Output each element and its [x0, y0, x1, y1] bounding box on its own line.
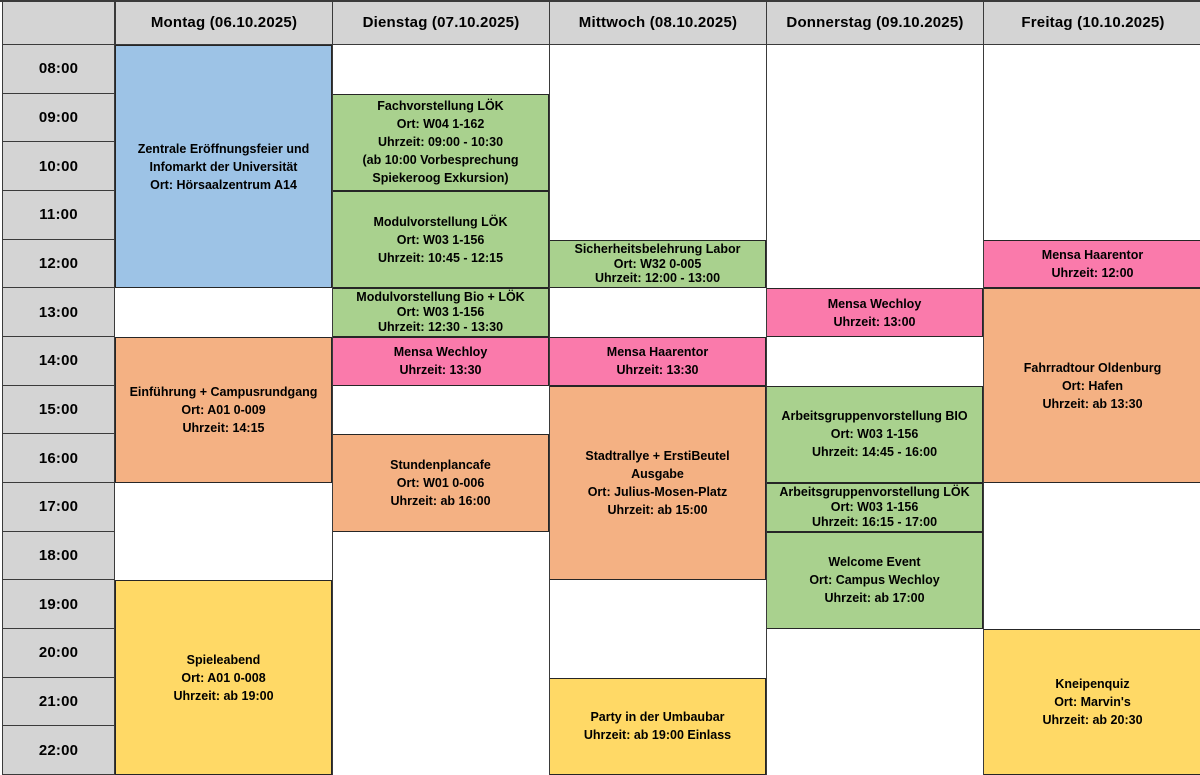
- day-header-4: Freitag (10.10.2025): [983, 0, 1200, 45]
- event-text-line: Ort: Campus Wechloy: [809, 573, 940, 588]
- time-label-1900: 19:00: [3, 580, 114, 629]
- event-mensa-haarentor-freitag: Mensa Haarentor Uhrzeit: 12:00: [983, 239, 1200, 289]
- event-text-line: Uhrzeit: ab 13:30: [1042, 396, 1143, 411]
- day-header-1: Dienstag (07.10.2025): [332, 0, 549, 45]
- event-text-line: Uhrzeit: 16:15 - 17:00: [811, 514, 938, 529]
- event-text-line: Kneipenquiz: [1055, 677, 1130, 691]
- time-label-1300: 13:00: [3, 288, 114, 337]
- event-text-line: Fahrradtour Oldenburg: [1023, 360, 1162, 375]
- time-label-2100: 21:00: [3, 677, 114, 727]
- event-text-line: Uhrzeit: 13:00: [833, 314, 916, 329]
- event-modulvorstellung-bio-loek: Modulvorstellung Bio + LÖK Ort: W03 1-156…: [332, 288, 549, 337]
- event-arbeitsgruppenvorstellung-loek: Arbeitsgruppenvorstellung LÖK Ort: W03 1-…: [766, 483, 983, 532]
- event-text-line: Ort: W03 1-156: [396, 232, 485, 247]
- time-label-1500: 15:00: [3, 385, 114, 435]
- event-modulvorstellung-loek: Modulvorstellung LÖK Ort: W03 1-156 Uhrzei…: [332, 191, 549, 289]
- event-text-line: Arbeitsgruppenvorstellung BIO: [781, 409, 968, 424]
- event-text-line: Uhrzeit: ab 16:00: [390, 493, 491, 508]
- event-party-umbaubar: Party in der Umbaubar Uhrzeit: ab 19:00 E…: [549, 677, 766, 775]
- event-text-line: Ort: Hörsaalzentrum A14: [150, 177, 297, 192]
- event-stundenplancafe: Stundenplancafe Ort: W01 0-006 Uhrzeit: ab…: [332, 434, 549, 532]
- event-sicherheitsbelehrung-labor: Sicherheitsbelehrung Labor Ort: W32 0-005…: [549, 239, 766, 289]
- event-stadtrallye-erstibeutel: Stadtrallye + ErstiBeutel Ausgabe Ort: Jul…: [549, 385, 766, 581]
- event-fahrradtour-oldenburg: Fahrradtour Oldenburg Ort: Hafen Uhrzeit: …: [983, 288, 1200, 483]
- time-column: 08:00 09:00 10:00 11:00 12:00 13:00 14:00 15:00…: [2, 0, 115, 775]
- event-text-line: Ausgabe: [631, 466, 684, 481]
- event-text-line: Ort: Julius-Mosen-Platz: [587, 484, 728, 499]
- event-kneipenquiz: Kneipenquiz Ort: Marvin's Uhrzeit: ab 20:3…: [983, 629, 1200, 775]
- event-text-line: Ort: Hafen: [1061, 378, 1124, 393]
- event-text-line: Ort: W01 0-006: [396, 475, 485, 490]
- time-label-1200: 12:00: [3, 239, 114, 289]
- event-text-line: Mensa Wechloy: [393, 345, 488, 360]
- event-text-line: Uhrzeit: ab 19:00 Einlass: [583, 728, 732, 743]
- event-text-line: Ort: A01 0-008: [181, 670, 266, 685]
- event-text-line: Stundenplancafe: [390, 457, 491, 472]
- event-text-line: Fachvorstellung LÖK: [377, 99, 504, 114]
- event-text-line: Arbeitsgruppenvorstellung LÖK: [779, 485, 970, 499]
- event-text-line: Uhrzeit: 13:30: [399, 363, 482, 378]
- event-text-line: Uhrzeit: 12:00: [1051, 265, 1134, 280]
- event-text-line: Uhrzeit: 12:00 - 13:00: [594, 271, 721, 286]
- event-fachvorstellung-loek: Fachvorstellung LÖK Ort: W04 1-162 Uhrzeit…: [332, 93, 549, 191]
- event-text-line: Stadtrallye + ErstiBeutel: [585, 448, 730, 463]
- time-label-2200: 22:00: [3, 726, 114, 775]
- day-header-0: Montag (06.10.2025): [115, 0, 332, 45]
- event-text-line: (ab 10:00 Vorbesprechung: [362, 153, 519, 168]
- event-text-line: Infomarkt der Universität: [149, 159, 298, 174]
- event-text-line: Spiekeroog Exkursion): [372, 171, 509, 186]
- event-text-line: Welcome Event: [828, 555, 921, 570]
- table-top-border: [0, 0, 1200, 2]
- event-mensa-wechloy-dienstag: Mensa Wechloy Uhrzeit: 13:30: [332, 337, 549, 386]
- event-mensa-wechloy-donnerstag: Mensa Wechloy Uhrzeit: 13:00: [766, 288, 983, 337]
- time-label-2000: 20:00: [3, 628, 114, 678]
- event-mensa-haarentor-mittwoch: Mensa Haarentor Uhrzeit: 13:30: [549, 337, 766, 386]
- event-welcome-event: Welcome Event Ort: Campus Wechloy Uhrzeit:…: [766, 531, 983, 629]
- event-text-line: Zentrale Eröffnungsfeier und: [137, 141, 310, 156]
- time-label-1800: 18:00: [3, 531, 114, 581]
- event-text-line: Uhrzeit: 13:30: [616, 363, 699, 378]
- event-text-line: Uhrzeit: ab 15:00: [607, 502, 708, 517]
- event-text-line: Uhrzeit: ab 19:00: [173, 688, 274, 703]
- event-text-line: Uhrzeit: 10:45 - 12:15: [377, 250, 504, 265]
- event-arbeitsgruppenvorstellung-bio: Arbeitsgruppenvorstellung BIO Ort: W03 1-…: [766, 385, 983, 483]
- event-text-line: Ort: Marvin's: [1054, 695, 1131, 709]
- event-text-line: Ort: W03 1-156: [830, 427, 919, 442]
- day-header-3: Donnerstag (09.10.2025): [766, 0, 983, 45]
- event-text-line: Modulvorstellung LÖK: [373, 214, 508, 229]
- event-text-line: Ort: W32 0-005: [613, 256, 702, 271]
- event-text-line: Ort: W03 1-156: [396, 305, 485, 320]
- event-spieleabend: Spieleabend Ort: A01 0-008 Uhrzeit: ab 19:…: [115, 580, 332, 775]
- event-text-line: Uhrzeit: ab 17:00: [824, 591, 925, 606]
- event-text-line: Uhrzeit: 09:00 - 10:30: [377, 135, 504, 150]
- event-text-line: Modulvorstellung Bio + LÖK: [356, 290, 525, 305]
- event-text-line: Uhrzeit: 14:45 - 16:00: [811, 445, 938, 460]
- time-label-1400: 14:00: [3, 336, 114, 386]
- time-label-1100: 11:00: [3, 190, 114, 240]
- event-text-line: Uhrzeit: 12:30 - 13:30: [377, 320, 504, 335]
- event-text-line: Ort: W03 1-156: [830, 499, 919, 514]
- event-text-line: Uhrzeit: 14:15: [182, 421, 265, 435]
- corner-cell: [3, 0, 114, 45]
- time-label-1600: 16:00: [3, 434, 114, 483]
- time-label-1700: 17:00: [3, 482, 114, 532]
- time-label-0900: 09:00: [3, 93, 114, 143]
- event-text-line: Uhrzeit: ab 20:30: [1042, 713, 1143, 727]
- day-header-2: Mittwoch (08.10.2025): [549, 0, 766, 45]
- event-text-line: Party in der Umbaubar: [590, 710, 725, 725]
- time-label-0800: 08:00: [3, 45, 114, 94]
- event-text-line: Mensa Haarentor: [1041, 247, 1144, 262]
- event-text-line: Ort: A01 0-009: [181, 403, 266, 417]
- event-text-line: Ort: W04 1-162: [396, 117, 485, 132]
- event-text-line: Einführung + Campusrundgang: [129, 385, 318, 399]
- event-text-line: Spieleabend: [186, 652, 261, 667]
- time-label-1000: 10:00: [3, 142, 114, 191]
- event-einfuehrung-campusrundgang: Einführung + Campusrundgang Ort: A01 0-00…: [115, 337, 332, 483]
- event-text-line: Mensa Wechloy: [827, 296, 922, 311]
- event-text-line: Mensa Haarentor: [606, 345, 709, 360]
- event-zentrale-eroeffnungsfeier: Zentrale Eröffnungsfeier und Infomarkt de…: [115, 45, 332, 289]
- event-text-line: Sicherheitsbelehrung Labor: [574, 241, 741, 256]
